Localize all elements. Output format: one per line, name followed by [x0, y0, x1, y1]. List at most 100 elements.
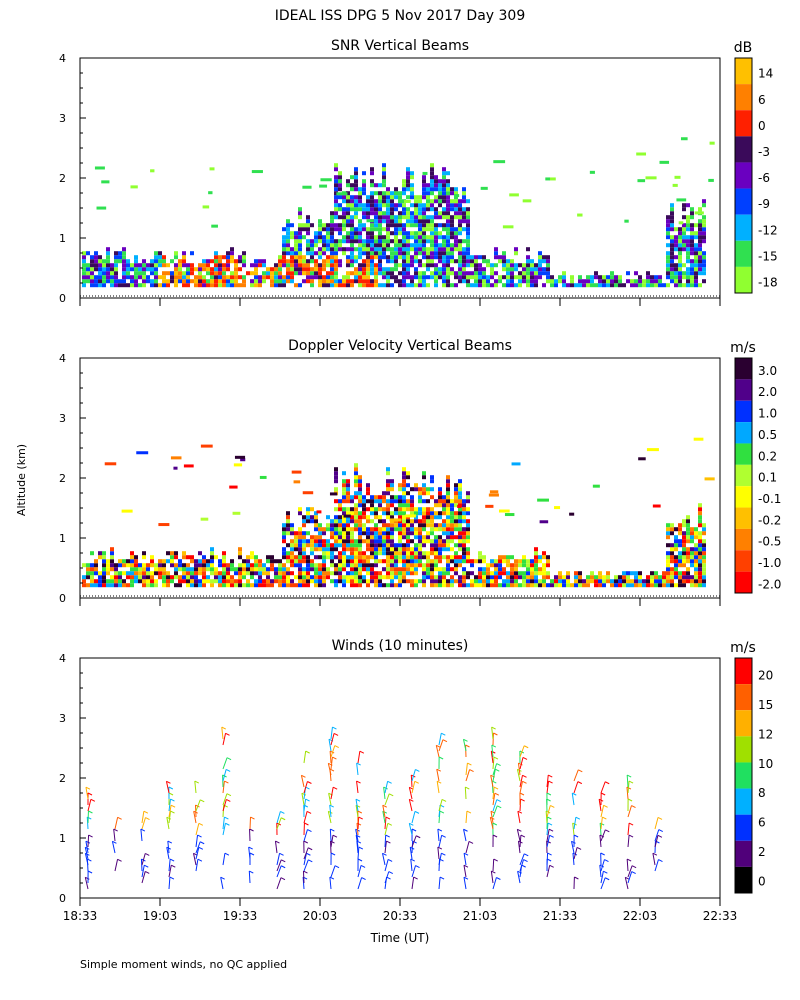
- heatmap-cell: [458, 247, 462, 252]
- heatmap-cell: [194, 579, 198, 584]
- heatmap-cell: [306, 511, 310, 516]
- heatmap-cell: [122, 559, 126, 564]
- heatmap-cell: [330, 251, 334, 256]
- heatmap-cell: [374, 275, 378, 280]
- heatmap-cell: [680, 137, 688, 141]
- heatmap-cell: [310, 535, 314, 540]
- heatmap-cell: [442, 271, 446, 276]
- wind-barb-tick: [439, 876, 445, 880]
- heatmap-cell: [334, 187, 338, 192]
- heatmap-cell: [446, 263, 450, 268]
- heatmap-cell: [350, 547, 354, 552]
- heatmap-cell: [162, 279, 166, 284]
- wind-barb-tick: [599, 822, 605, 826]
- heatmap-cell: [334, 283, 338, 288]
- heatmap-cell: [686, 203, 690, 208]
- heatmap-cell: [394, 499, 398, 504]
- heatmap-cell: [394, 187, 398, 192]
- heatmap-cell: [598, 283, 602, 288]
- heatmap-cell: [182, 263, 186, 268]
- heatmap-cell: [290, 539, 294, 544]
- heatmap-cell: [454, 203, 458, 208]
- heatmap-cell: [402, 207, 406, 212]
- heatmap-cell: [430, 215, 434, 220]
- heatmap-cell: [442, 239, 446, 244]
- heatmap-cell: [422, 243, 426, 248]
- heatmap-cell: [526, 563, 530, 568]
- wind-barb-tick: [494, 792, 500, 796]
- heatmap-cell: [498, 255, 502, 260]
- heatmap-cell: [278, 579, 282, 584]
- heatmap-cell: [374, 507, 378, 512]
- heatmap-cell: [354, 199, 358, 204]
- heatmap-cell: [94, 251, 98, 256]
- heatmap-cell: [206, 575, 210, 580]
- wind-barb-tick: [604, 781, 610, 785]
- heatmap-cell: [362, 207, 366, 212]
- heatmap-cell: [354, 463, 358, 468]
- heatmap-cell: [342, 215, 346, 220]
- heatmap-cell: [378, 571, 382, 576]
- heatmap-cell: [330, 227, 334, 232]
- heatmap-cell: [198, 583, 202, 588]
- heatmap-cell: [310, 543, 314, 548]
- heatmap-cell: [238, 575, 242, 580]
- heatmap-cell: [350, 231, 354, 236]
- heatmap-cell: [291, 470, 302, 474]
- heatmap-cell: [678, 275, 682, 280]
- heatmap-cell: [354, 583, 358, 588]
- heatmap-cell: [410, 519, 414, 524]
- colorbar-swatch: [735, 58, 752, 85]
- heatmap-cell: [694, 235, 698, 240]
- heatmap-cell: [278, 583, 282, 588]
- heatmap-cell: [246, 583, 250, 588]
- heatmap-cell: [90, 579, 94, 584]
- heatmap-cell: [170, 563, 174, 568]
- heatmap-cell: [454, 483, 458, 488]
- heatmap-cell: [534, 555, 538, 560]
- heatmap-cell: [462, 255, 466, 260]
- heatmap-cell: [154, 275, 158, 280]
- heatmap-cell: [386, 187, 390, 192]
- colorbar-unit: dB: [734, 40, 753, 56]
- colorbar-swatch: [735, 736, 752, 763]
- heatmap-cell: [570, 283, 574, 288]
- heatmap-cell: [674, 267, 678, 272]
- heatmap-cell: [678, 259, 682, 264]
- wind-barb: [411, 769, 416, 782]
- heatmap-cell: [334, 539, 338, 544]
- heatmap-cell: [314, 539, 318, 544]
- heatmap-cell: [134, 283, 138, 288]
- heatmap-cell: [194, 279, 198, 284]
- heatmap-cell: [298, 555, 302, 560]
- heatmap-cell: [438, 211, 442, 216]
- wind-barb-tick: [524, 853, 529, 857]
- heatmap-cell: [286, 527, 290, 532]
- wind-barb: [195, 841, 201, 854]
- heatmap-cell: [142, 567, 146, 572]
- heatmap-cell: [326, 515, 330, 520]
- wind-barb-tick: [438, 756, 444, 760]
- heatmap-cell: [402, 527, 406, 532]
- heatmap-cell: [550, 283, 554, 288]
- heatmap-cell: [530, 563, 534, 568]
- heatmap-cell: [342, 579, 346, 584]
- heatmap-cell: [430, 231, 434, 236]
- heatmap-cell: [406, 195, 410, 200]
- colorbar-swatch: [735, 658, 752, 685]
- heatmap-cell: [182, 283, 186, 288]
- heatmap-cell: [394, 263, 398, 268]
- wind-barb: [600, 781, 606, 794]
- heatmap-cell: [302, 539, 306, 544]
- wind-barb: [600, 817, 603, 830]
- heatmap-cell: [382, 499, 386, 504]
- heatmap-cell: [374, 207, 378, 212]
- heatmap-cell: [234, 275, 238, 280]
- heatmap-cell: [102, 271, 106, 276]
- heatmap-cell: [150, 267, 154, 272]
- heatmap-cell: [290, 523, 294, 528]
- heatmap-cell: [366, 227, 370, 232]
- heatmap-cell: [622, 575, 626, 580]
- heatmap-cell: [230, 247, 234, 252]
- heatmap-cell: [474, 267, 478, 272]
